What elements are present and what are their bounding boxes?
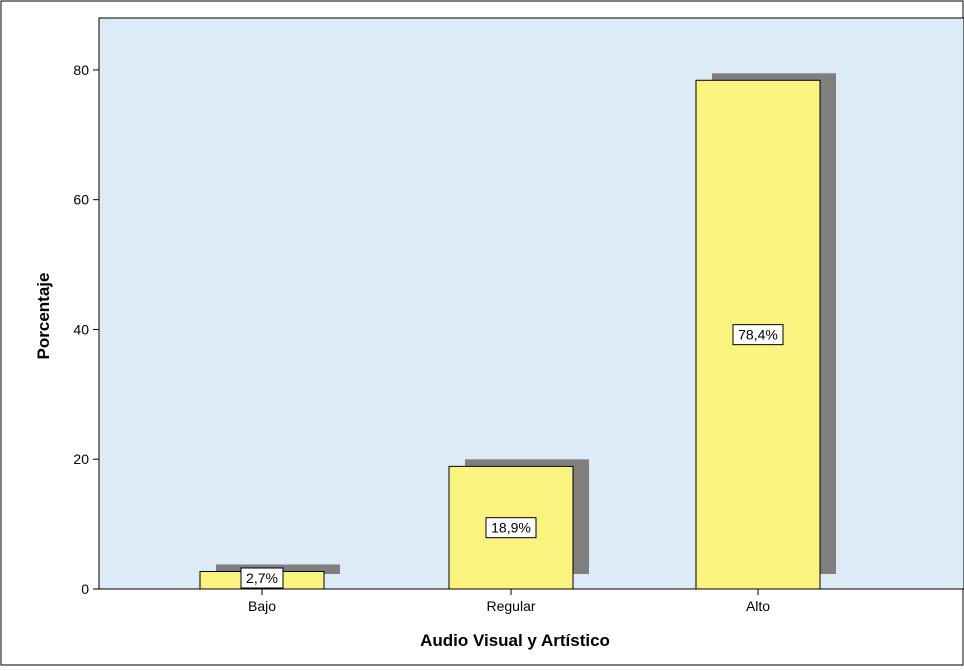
data-label-box [732, 324, 784, 346]
y-tick-label: 40 [73, 321, 89, 337]
x-tick-label-regular: Regular [486, 598, 535, 614]
y-tick-label: 60 [73, 192, 89, 208]
data-label-box [240, 567, 284, 589]
bars: 2,7% 18,9% 78,4% [199, 73, 836, 590]
data-label: 78,4% [738, 327, 778, 343]
y-tick-label: 80 [73, 62, 89, 78]
x-axis-title: Audio Visual y Artístico [420, 631, 610, 650]
bar-group-regular: 18,9% [448, 459, 589, 590]
data-label: 18,9% [491, 520, 531, 536]
bar-group-alto: 78,4% [695, 73, 836, 590]
y-axis-title: Porcentaje [34, 273, 53, 360]
x-tick-label-bajo: Bajo [248, 598, 276, 614]
bar-group-bajo: 2,7% [199, 564, 340, 590]
y-tick-label: 0 [81, 581, 89, 597]
x-tick-label-alto: Alto [746, 598, 770, 614]
data-label-box [485, 517, 537, 539]
y-axis: 0 20 40 60 80 [73, 18, 100, 597]
y-tick-label: 20 [73, 451, 89, 467]
data-label: 2,7% [246, 570, 278, 586]
